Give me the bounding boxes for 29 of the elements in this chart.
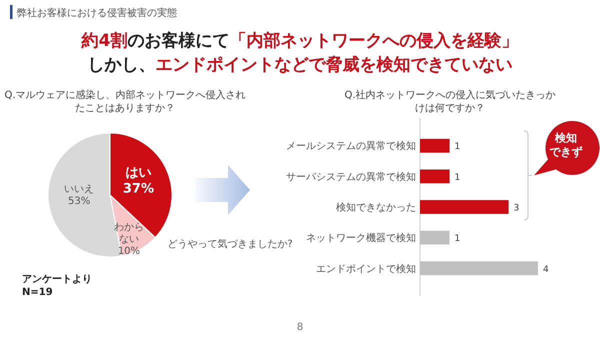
text: 約4割 (80, 31, 128, 51)
text: 「内部ネットワークへの侵入を経験」 (229, 31, 518, 51)
slice-label: わからない (114, 222, 144, 246)
y-tick-label: メールシステムの異常で検知 (286, 140, 416, 152)
data-label: 37% (122, 182, 154, 197)
slice-label: はい (125, 166, 152, 181)
data-label: 1 (454, 172, 460, 183)
data-label: 53% (68, 196, 90, 207)
chart-title: Q.マルウェアに感染し、内部ネットワークへ侵入されたことはありますか？ (4, 89, 246, 114)
y-tick-label: 検知できなかった (336, 202, 416, 214)
text: N=19 (22, 287, 53, 298)
text: アンケートより (22, 274, 92, 285)
chart-title: Q.社内ネットワークへの侵入に気づいたきっかけは何ですか？ (344, 89, 556, 114)
text: 8 (296, 322, 304, 333)
slice-label: いいえ (64, 184, 94, 195)
data-label: 3 (514, 204, 520, 214)
data-label: 1 (454, 234, 460, 244)
data-label: 1 (454, 142, 460, 152)
data-label: 10% (118, 246, 140, 258)
text: どうやって気づきましたか? (167, 239, 293, 250)
text: 弊社お客様における侵害被害の実態 (17, 7, 177, 19)
text: エンドポイントなどで脅威を検知できていない (156, 55, 512, 75)
y-tick-label: サーバシステムの異常で検知 (286, 170, 416, 183)
y-tick-label: エンドポイントで検知 (316, 262, 416, 275)
text: のお客様にて (127, 31, 230, 51)
text: 検知できず (550, 131, 582, 158)
text: しかし、 (88, 55, 156, 75)
data-label: 4 (543, 264, 549, 275)
y-tick-label: ネットワーク機器で検知 (306, 232, 416, 244)
